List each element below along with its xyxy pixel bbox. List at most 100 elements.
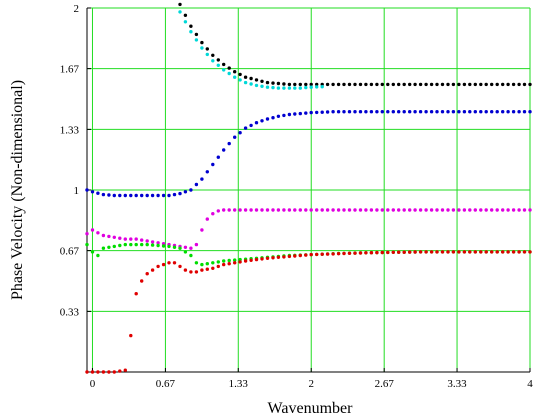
data-point: [331, 82, 335, 87]
data-point: [101, 233, 106, 238]
data-point: [298, 86, 302, 90]
data-point: [347, 251, 352, 255]
data-point: [211, 59, 215, 63]
data-point: [150, 193, 155, 198]
data-point: [358, 110, 363, 114]
y-tick-label: 0.67: [60, 246, 80, 258]
data-point: [517, 208, 521, 212]
data-point: [347, 110, 352, 114]
data-point: [90, 370, 95, 374]
data-point: [107, 245, 111, 249]
data-point: [528, 110, 532, 114]
data-point: [189, 188, 193, 192]
x-tick-label: 3.33: [447, 378, 467, 390]
data-point: [194, 261, 199, 265]
data-point: [418, 82, 423, 87]
data-point: [380, 110, 384, 114]
series-1: [178, 10, 324, 90]
data-point: [490, 110, 494, 114]
data-point: [446, 208, 450, 212]
data-point: [150, 243, 155, 247]
data-point: [320, 252, 324, 256]
data-point: [96, 370, 100, 374]
data-point: [473, 82, 477, 87]
data-point: [408, 250, 412, 254]
x-tick-label: 2: [308, 378, 314, 390]
data-point: [254, 83, 259, 88]
data-point: [216, 155, 220, 159]
data-point: [200, 262, 204, 267]
data-point: [227, 71, 231, 76]
data-point: [462, 82, 467, 87]
data-point: [424, 250, 428, 254]
data-point: [304, 253, 308, 257]
series-5: [85, 250, 532, 374]
data-point: [243, 126, 248, 130]
x-tick-label: 4: [527, 378, 533, 390]
data-point: [380, 250, 384, 255]
data-point: [446, 110, 450, 114]
data-point: [501, 82, 505, 87]
data-point: [380, 82, 384, 87]
data-point: [386, 110, 390, 114]
data-point: [96, 253, 100, 258]
data-point: [205, 170, 209, 174]
data-point: [479, 208, 483, 212]
data-point: [429, 250, 434, 254]
data-point: [172, 192, 177, 197]
data-point: [271, 81, 275, 85]
data-point: [85, 242, 89, 247]
data-point: [260, 119, 264, 123]
data-point: [484, 110, 488, 114]
data-point: [418, 250, 423, 254]
data-point: [468, 208, 472, 212]
data-point: [336, 252, 341, 256]
data-point: [468, 110, 472, 114]
data-point: [298, 253, 302, 258]
data-point: [211, 53, 215, 57]
data-point: [408, 82, 412, 87]
data-point: [342, 208, 346, 212]
data-point: [473, 250, 477, 254]
data-point: [243, 208, 248, 212]
data-point: [462, 250, 467, 254]
y-tick-label: 0.33: [60, 306, 80, 318]
data-point: [522, 208, 527, 212]
data-point: [276, 81, 281, 86]
data-point: [178, 10, 182, 14]
data-point: [402, 208, 406, 212]
data-point: [238, 78, 242, 82]
data-point: [101, 246, 106, 250]
data-point: [134, 242, 138, 247]
data-point: [391, 82, 395, 87]
data-point: [451, 82, 456, 87]
data-point: [260, 257, 264, 261]
data-point: [227, 141, 231, 146]
data-point: [424, 208, 428, 212]
data-point: [123, 242, 128, 247]
data-point: [205, 267, 209, 271]
data-point: [293, 254, 297, 258]
data-point: [254, 78, 259, 82]
data-point: [90, 190, 95, 194]
data-point: [260, 208, 264, 212]
data-point: [238, 72, 242, 77]
data-point: [347, 208, 352, 212]
data-point: [276, 255, 281, 259]
data-point: [189, 30, 193, 34]
data-point: [238, 131, 242, 135]
data-point: [336, 82, 341, 87]
data-point: [506, 208, 510, 212]
data-point: [440, 208, 445, 212]
data-point: [178, 264, 182, 269]
data-point: [282, 255, 286, 259]
data-point: [413, 250, 417, 254]
data-point: [511, 82, 516, 87]
data-point: [101, 370, 106, 374]
data-point: [287, 86, 292, 90]
data-point: [484, 208, 488, 212]
data-point: [440, 82, 445, 87]
data-point: [211, 212, 215, 216]
data-point: [238, 260, 242, 264]
data-point: [112, 244, 117, 249]
